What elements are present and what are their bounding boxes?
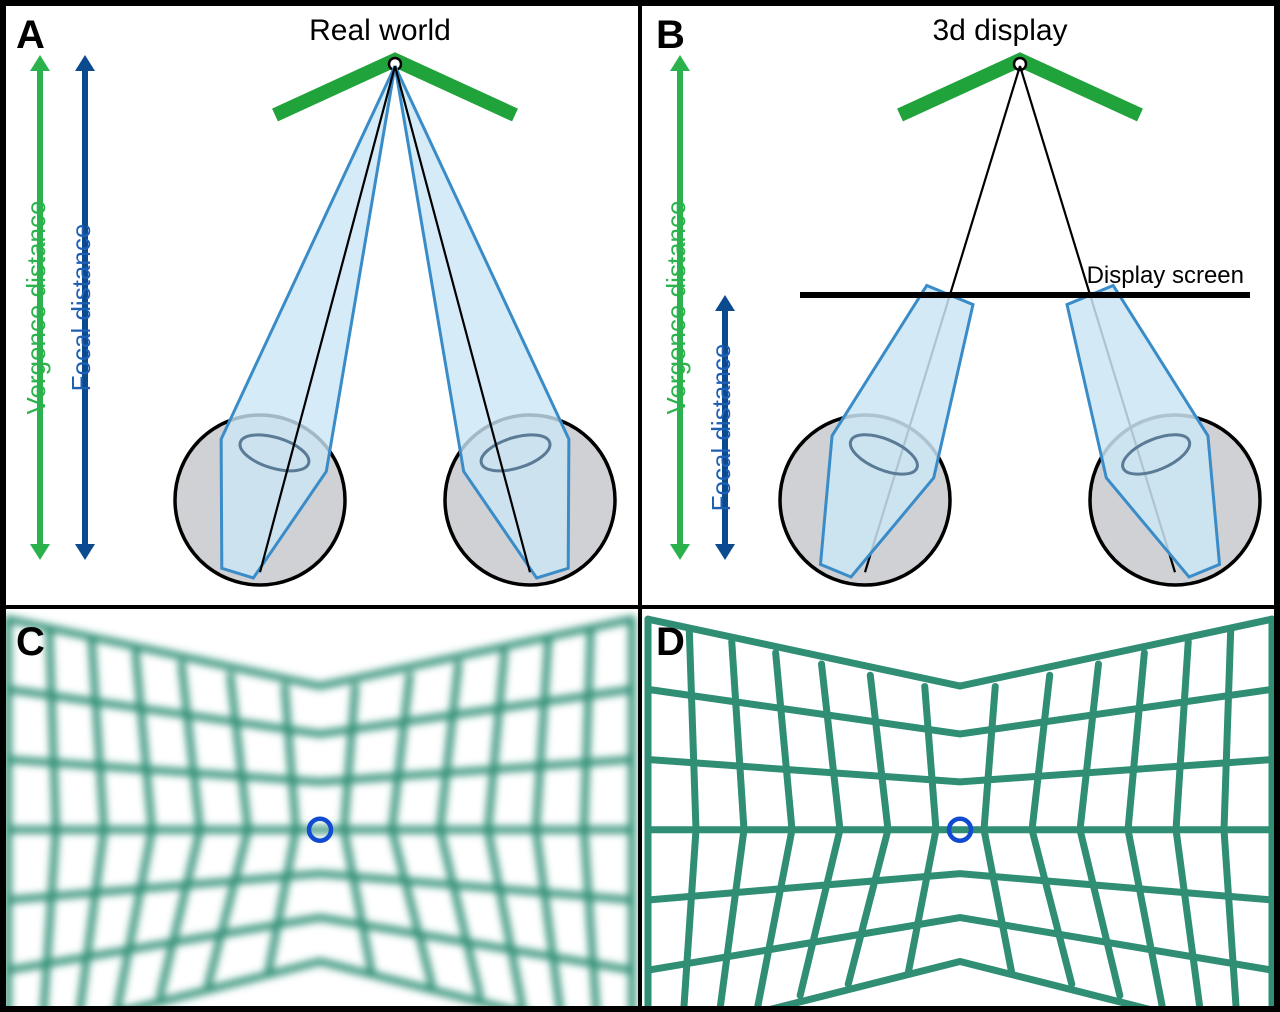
svg-text:Vergence distance: Vergence distance xyxy=(661,201,691,415)
svg-text:A: A xyxy=(16,13,45,57)
svg-text:Vergence distance: Vergence distance xyxy=(21,201,51,415)
svg-text:B: B xyxy=(656,13,685,57)
svg-text:D: D xyxy=(656,620,685,664)
figure-container: Real world Vergence distance Focal distanc… xyxy=(0,0,1280,1012)
svg-text:Display screen: Display screen xyxy=(1087,262,1244,289)
svg-text:C: C xyxy=(16,620,45,664)
svg-text:Focal distance: Focal distance xyxy=(66,224,96,392)
figure-svg: Real world Vergence distance Focal distanc… xyxy=(0,0,1280,1012)
svg-text:Focal distance: Focal distance xyxy=(706,344,736,512)
svg-text:3d display: 3d display xyxy=(932,14,1067,47)
svg-text:Real world: Real world xyxy=(309,14,451,47)
